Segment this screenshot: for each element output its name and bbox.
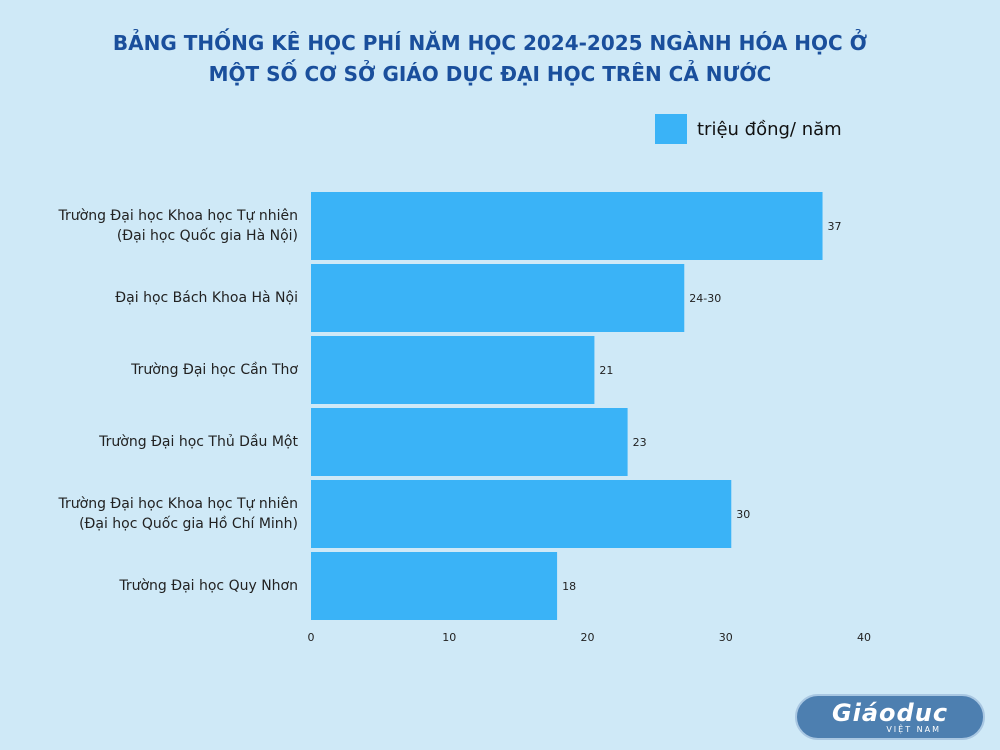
legend-label: triệu đồng/ năm xyxy=(697,118,842,140)
category-label: Trường Đại học Khoa học Tự nhiên (Đại học… xyxy=(20,206,298,246)
category-label-line: Trường Đại học Cần Thơ xyxy=(131,362,298,378)
category-label-line: (Đại học Quốc gia Hà Nội) xyxy=(116,228,298,244)
category-label: Trường Đại học Thủ Dầu Một xyxy=(20,432,298,452)
bar xyxy=(311,264,685,332)
bar-value-label: 30 xyxy=(736,508,750,521)
bar-value-label: 24-30 xyxy=(689,292,721,305)
x-tick-label: 10 xyxy=(442,631,456,644)
category-label-line: Trường Đại học Khoa học Tự nhiên xyxy=(58,496,298,512)
category-label: Trường Đại học Khoa học Tự nhiên (Đại học… xyxy=(20,494,298,534)
logo-subtext: VIỆT NAM xyxy=(886,724,941,734)
category-label: Đại học Bách Khoa Hà Nội xyxy=(20,288,298,308)
bar-value-label: 21 xyxy=(599,364,613,377)
bar xyxy=(311,336,595,404)
logo-text: Giáoduc xyxy=(831,698,949,727)
x-tick-label: 40 xyxy=(857,631,871,644)
legend-swatch xyxy=(655,114,687,144)
bar xyxy=(311,552,558,620)
giaoduc-logo: Giáoduc VIỆT NAM xyxy=(795,694,985,740)
x-tick-label: 0 xyxy=(308,631,315,644)
category-label: Trường Đại học Cần Thơ xyxy=(20,360,298,380)
bar xyxy=(311,192,823,260)
category-label-line: Trường Đại học Thủ Dầu Một xyxy=(99,434,298,450)
x-tick-label: 30 xyxy=(719,631,733,644)
bar xyxy=(311,408,628,476)
x-tick-label: 20 xyxy=(581,631,595,644)
bar-value-label: 37 xyxy=(828,220,842,233)
category-label-line: Trường Đại học Khoa học Tự nhiên xyxy=(58,208,298,224)
category-label-line: Trường Đại học Quy Nhơn xyxy=(119,578,298,594)
category-label-line: (Đại học Quốc gia Hồ Chí Minh) xyxy=(79,516,298,532)
bar-value-label: 23 xyxy=(633,436,647,449)
category-label-line: Đại học Bách Khoa Hà Nội xyxy=(115,290,298,306)
chart-title-line-2: MỘT SỐ CƠ SỞ GIÁO DỤC ĐẠI HỌC TRÊN CẢ NƯ… xyxy=(208,62,772,86)
bar-value-label: 18 xyxy=(562,580,576,593)
chart-title-line-1: BẢNG THỐNG KÊ HỌC PHÍ NĂM HỌC 2024-2025 … xyxy=(112,31,868,55)
chart-title: BẢNG THỐNG KÊ HỌC PHÍ NĂM HỌC 2024-2025 … xyxy=(50,28,930,90)
category-label: Trường Đại học Quy Nhơn xyxy=(20,576,298,596)
legend: triệu đồng/ năm xyxy=(655,114,842,144)
bar xyxy=(311,480,732,548)
